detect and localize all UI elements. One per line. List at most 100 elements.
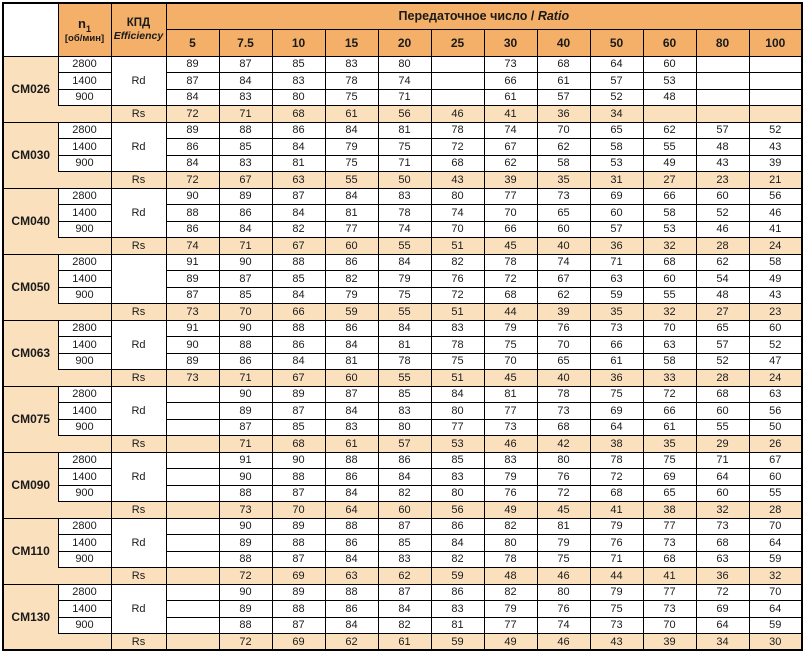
efficiency-value-cell	[748, 72, 803, 90]
efficiency-value-cell: 81	[377, 121, 432, 139]
efficiency-value-cell: 78	[377, 352, 432, 370]
efficiency-value-cell: 74	[483, 121, 538, 139]
rs-value-cell: 31	[589, 171, 644, 189]
rs-value-cell: 48	[483, 567, 538, 585]
efficiency-value-cell: 65	[536, 204, 591, 222]
speed-value-cell: 900	[57, 154, 112, 172]
efficiency-value-cell: 86	[165, 220, 220, 238]
efficiency-value-cell: 47	[748, 352, 803, 370]
efficiency-value-cell: 70	[430, 220, 485, 238]
model-name-cell: CM090	[2, 451, 58, 519]
efficiency-value-cell: 86	[271, 121, 326, 139]
speed-row: CM063 2800 Rd 91 90 88 86 84 83 79 76 73 70 65 60	[2, 319, 803, 387]
efficiency-value-cell	[695, 88, 750, 106]
efficiency-value-cell: 73	[642, 600, 697, 618]
speed-value-cell: 2800	[57, 583, 112, 601]
efficiency-value-cell: 88	[218, 484, 273, 502]
efficiency-value-cell: 64	[748, 600, 803, 618]
efficiency-value-cell: 75	[430, 352, 485, 370]
efficiency-value-cell: 89	[271, 517, 326, 535]
efficiency-value-cell: 50	[748, 418, 803, 436]
efficiency-value-cell: 79	[536, 534, 591, 552]
efficiency-header-en: Efficiency	[113, 30, 164, 43]
efficiency-value-cell: 89	[271, 583, 326, 601]
rs-spacer-cell	[58, 501, 112, 519]
efficiency-value-cell: 79	[377, 270, 432, 288]
ratio-column-header: 5	[165, 28, 220, 57]
rs-value-cell: 32	[642, 303, 697, 321]
efficiency-value-cell: 79	[589, 517, 644, 535]
efficiency-value-cell: 80	[377, 418, 432, 436]
efficiency-value-cell: 88	[218, 336, 273, 354]
efficiency-value-cell: 87	[165, 286, 220, 304]
efficiency-value-cell: 76	[536, 468, 591, 486]
rs-value-cell: 68	[271, 105, 326, 123]
efficiency-value-cell: 80	[536, 451, 591, 469]
efficiency-value-cell: 83	[430, 600, 485, 618]
rs-label-cell: Rs	[110, 567, 167, 585]
speed-row: 1400 89 87 85 82 79 76 72 67 63 60 54 49	[3, 270, 803, 288]
rs-value-cell: 41	[589, 501, 644, 519]
efficiency-value-cell: 60	[695, 187, 750, 205]
efficiency-value-cell: 82	[483, 583, 538, 601]
rs-value-cell: 27	[695, 303, 750, 321]
efficiency-value-cell: 84	[324, 616, 379, 634]
efficiency-value-cell: 72	[430, 286, 485, 304]
rs-value-cell: 21	[748, 171, 803, 189]
efficiency-value-cell: 84	[165, 154, 220, 172]
speed-row: 900 86 84 82 77 74 70 66 60 57 53 46 41	[3, 220, 803, 238]
rs-value-cell: 46	[536, 633, 591, 651]
rs-value-cell: 59	[430, 633, 485, 651]
rs-value-cell: 56	[430, 501, 485, 519]
model-name-cell: CM063	[2, 319, 58, 387]
efficiency-value-cell: 57	[695, 336, 750, 354]
efficiency-value-cell: 86	[430, 583, 485, 601]
efficiency-value-cell: 46	[695, 220, 750, 238]
rs-value-cell: 71	[218, 369, 273, 387]
efficiency-value-cell: 91	[218, 451, 273, 469]
rs-row: Rs 72 71 68 61 56 46 41 36 34	[3, 105, 803, 123]
efficiency-value-cell: 84	[271, 138, 326, 156]
speed-row: 900 84 83 80 75 71 61 57 52 48	[3, 88, 803, 106]
efficiency-value-cell	[695, 72, 750, 90]
efficiency-value-cell: 84	[377, 319, 432, 337]
rs-value-cell: 63	[271, 171, 326, 189]
efficiency-value-cell: 89	[165, 352, 220, 370]
rs-value-cell: 32	[695, 501, 750, 519]
efficiency-value-cell: 88	[271, 253, 326, 271]
efficiency-value-cell	[748, 55, 803, 73]
rs-value-cell: 50	[377, 171, 432, 189]
efficiency-value-cell: 87	[271, 187, 326, 205]
rs-value-cell: 35	[642, 435, 697, 453]
efficiency-value-cell: 70	[748, 517, 803, 535]
efficiency-value-cell	[165, 600, 220, 618]
efficiency-value-cell: 83	[271, 72, 326, 90]
efficiency-value-cell: 73	[589, 319, 644, 337]
rs-value-cell: 49	[483, 501, 538, 519]
efficiency-value-cell: 81	[271, 154, 326, 172]
rs-value-cell: 24	[748, 237, 803, 255]
rs-value-cell: 29	[695, 435, 750, 453]
efficiency-value-cell: 72	[536, 484, 591, 502]
efficiency-value-cell: 86	[377, 451, 432, 469]
efficiency-value-cell: 86	[271, 336, 326, 354]
efficiency-value-cell: 89	[218, 600, 273, 618]
rs-value-cell: 71	[218, 237, 273, 255]
efficiency-value-cell: 81	[377, 336, 432, 354]
rs-label-cell: Rs	[110, 171, 167, 189]
rd-label-cell: Rd	[110, 319, 167, 370]
efficiency-value-cell: 81	[324, 352, 379, 370]
rd-label-cell: Rd	[110, 121, 167, 172]
rd-label-cell: Rd	[110, 385, 167, 436]
efficiency-value-cell: 84	[324, 402, 379, 420]
efficiency-value-cell: 68	[483, 286, 538, 304]
rs-row: Rs 72 67 63 55 50 43 39 35 31 27 23 21	[3, 171, 803, 189]
speed-value-cell: 2800	[57, 319, 112, 337]
efficiency-value-cell	[165, 385, 220, 403]
efficiency-value-cell: 88	[324, 517, 379, 535]
efficiency-value-cell: 67	[536, 270, 591, 288]
rs-value-cell: 55	[377, 303, 432, 321]
efficiency-value-cell: 77	[642, 517, 697, 535]
speed-row: 900 87 85 83 80 77 73 68 64 61 55 50	[3, 418, 803, 436]
efficiency-value-cell: 78	[589, 451, 644, 469]
